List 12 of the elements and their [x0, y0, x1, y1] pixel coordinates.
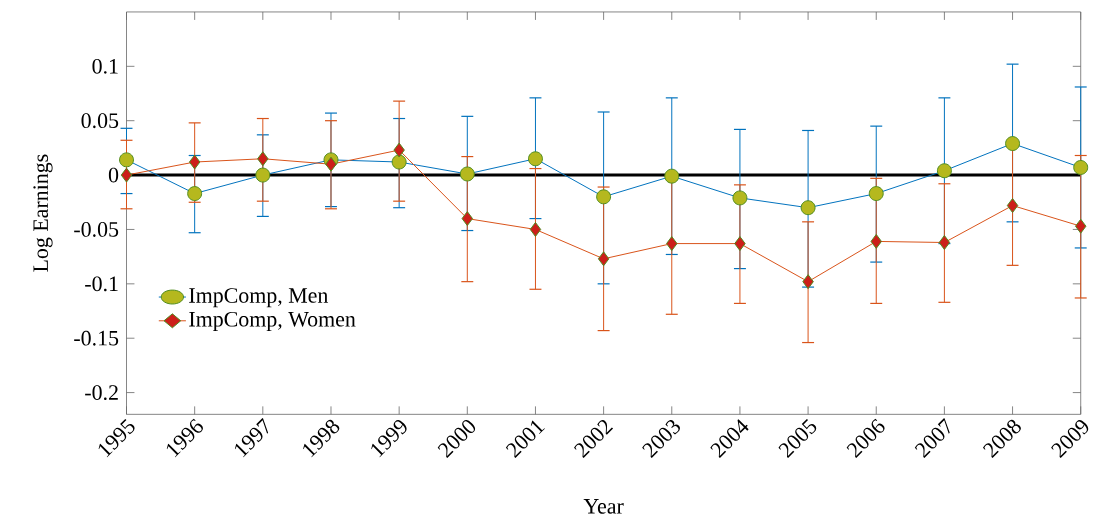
x-axis-title: Year — [583, 499, 624, 514]
y-tick-label: -0.05 — [74, 222, 119, 237]
y-tick-label: -0.15 — [74, 330, 119, 346]
y-tick-label: 0.05 — [81, 113, 119, 129]
y-axis-title: Log Earnings — [33, 154, 53, 272]
x-tick-label: 1999 — [371, 420, 407, 458]
y-tick-label: 0.1 — [92, 58, 118, 74]
y-tick-label: -0.2 — [85, 385, 118, 401]
legend-label: ImpComp, Women — [189, 311, 356, 332]
y-tick-label: 0 — [108, 167, 119, 183]
legend-label: ImpComp, Men — [189, 288, 329, 308]
y-tick-label: -0.1 — [85, 276, 118, 292]
